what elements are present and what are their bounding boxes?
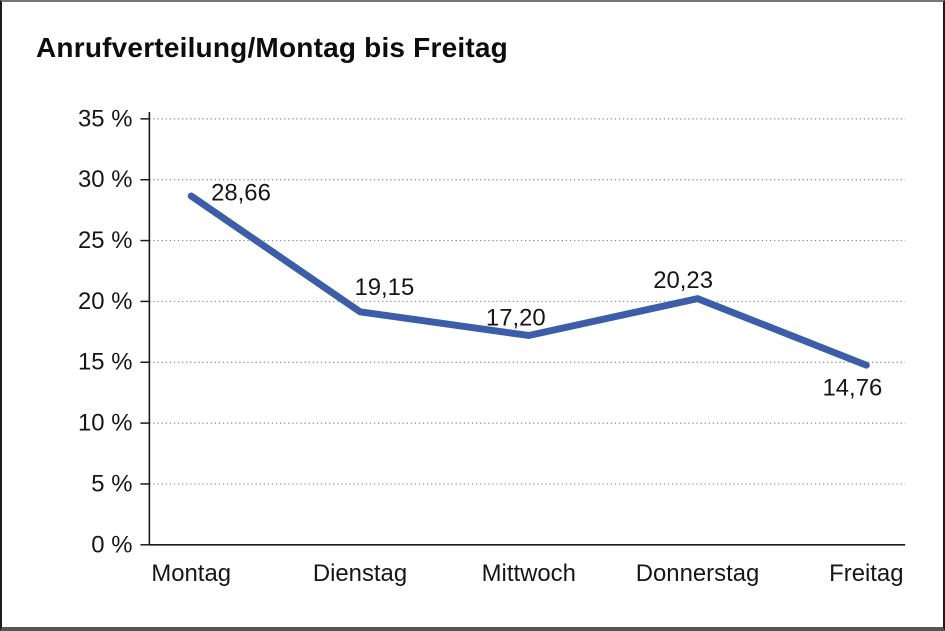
y-axis-tick-label: 5 % [91, 470, 132, 497]
data-point-label: 28,66 [211, 180, 271, 207]
y-axis-tick-label: 25 % [78, 227, 132, 254]
y-axis-tick-label: 20 % [78, 288, 132, 315]
x-axis-category-label: Donnerstag [636, 560, 760, 587]
y-axis-tick-label: 10 % [78, 410, 132, 437]
y-axis-tick-label: 0 % [91, 531, 132, 558]
y-axis-tick-label: 30 % [78, 166, 132, 193]
data-point-label: 20,23 [653, 267, 713, 294]
x-axis-category-label: Dienstag [313, 560, 407, 587]
data-line [187, 192, 870, 369]
x-axis-category-label: Freitag [829, 560, 903, 587]
chart-title: Anrufverteilung/Montag bis Freitag [36, 32, 508, 63]
data-point-label: 19,15 [354, 274, 414, 301]
data-point-label: 14,76 [822, 375, 882, 402]
x-axis-category-label: Montag [151, 560, 231, 587]
data-point-label: 17,20 [486, 304, 546, 331]
x-axis-category-label: Mittwoch [482, 560, 576, 587]
y-axis-tick-label: 35 % [78, 105, 132, 132]
y-axis-tick-label: 15 % [78, 349, 132, 376]
